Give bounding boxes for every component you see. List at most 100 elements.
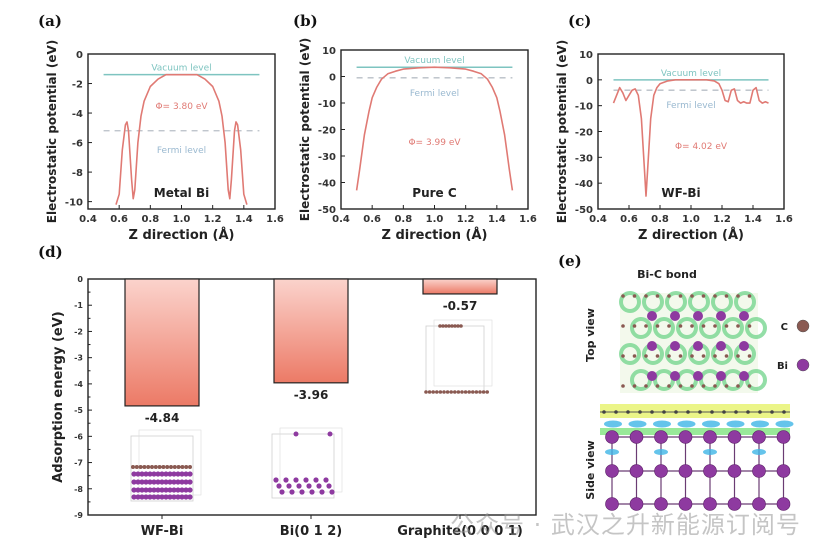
bar-y-tick-label: -3	[74, 354, 83, 363]
top-view-c-atom	[655, 354, 660, 358]
top-view-c-atom	[713, 384, 717, 388]
chart-c-x-tick-label: 0.4	[589, 214, 607, 225]
charge-density-ring	[630, 317, 652, 339]
inset-wf-bi-bi-atom	[139, 494, 145, 500]
bar-y-tick-label: -7	[74, 459, 83, 468]
inset-wf-bi-bi-atom	[151, 494, 157, 500]
side-view-charge-blue	[703, 449, 717, 455]
chart-b-material-label: Pure C	[412, 186, 457, 200]
chart-c-y-tick-label: 0	[586, 76, 593, 87]
chart-a-x-tick-label: 1.6	[266, 214, 284, 225]
inset-wf-bi-bi-atom	[187, 494, 193, 500]
chart-a-y-tick-label: 0	[76, 50, 83, 61]
top-view-c-atom	[632, 354, 637, 358]
side-view-charge-blue	[726, 420, 745, 428]
inset-bi012-bi-atom	[299, 489, 305, 495]
top-view-bi-atom	[739, 341, 749, 351]
chart-c-x-tick-label: 1.0	[682, 214, 700, 225]
side-view-bi-atom	[654, 497, 668, 511]
inset-graphite-c-atom	[478, 390, 482, 394]
side-view-bi-atom	[629, 497, 644, 511]
chart-c-x-tick-label: 1.2	[713, 214, 731, 225]
top-view-bi-atom	[647, 371, 657, 381]
chart-c-fermi-label: Fermi level	[666, 101, 715, 111]
top-view-c-atom	[632, 324, 637, 328]
inset-graphite-c-atom	[481, 390, 486, 394]
inset-wf-bi-bi-atom	[187, 479, 193, 485]
top-view-c-atom	[724, 294, 729, 298]
chart-a-x-tick-label: 0.4	[79, 214, 97, 225]
top-view-c-atom	[667, 354, 671, 358]
inset-bi012-bi-atom	[303, 477, 309, 483]
inset-bi012-bi-atom	[316, 483, 322, 489]
chart-a-y-tick-label: -10	[65, 198, 83, 209]
chart-c-y-tick-label: -40	[575, 179, 593, 190]
inset-wf-bi-bi-atom	[139, 487, 145, 493]
inset-wf-bi-bi-atom	[171, 494, 177, 500]
bar-y-tick-label: -1	[74, 301, 83, 310]
inset-wf-bi-c-atom	[165, 465, 170, 469]
side-view-c-atom	[674, 410, 678, 414]
bar-y-tick-label: -8	[74, 485, 83, 494]
top-view-c-atom	[747, 324, 752, 328]
inset-bi012-cell	[271, 433, 335, 499]
inset-graphite-c-atom	[463, 390, 468, 394]
side-view-charge-blue	[654, 449, 668, 455]
chart-c-y-tick-label: -30	[575, 153, 593, 164]
top-view-c-atom	[678, 384, 683, 388]
side-view-bi-atom	[678, 497, 693, 511]
side-view-bi-atom	[703, 497, 717, 511]
charge-density-ring	[745, 317, 767, 339]
inset-bi012-bi-atom	[309, 489, 315, 495]
charge-density-ring	[642, 291, 664, 313]
inset-wf-bi-bi-atom	[167, 494, 173, 500]
top-view-bi-atom	[670, 371, 680, 381]
chart-b-x-tick-label: 1.0	[426, 214, 444, 225]
inset-wf-bi-bi-atom	[143, 494, 149, 500]
inset-wf-bi-bi-atom	[167, 487, 173, 493]
inset-graphite-c-atom	[460, 390, 464, 394]
side-view-bi-atom	[678, 430, 693, 444]
inset-wf-bi-bi-atom	[175, 471, 181, 477]
bar-category-label: Graphite(0 0 0 1)	[397, 524, 523, 539]
chart-a-material-label: Metal Bi	[154, 186, 209, 200]
inset-graphite-c-atom	[435, 390, 439, 394]
top-view-c-atom	[644, 354, 648, 358]
panel-label-d: (d)	[38, 243, 63, 261]
top-view-c-atom	[701, 294, 706, 298]
top-view-c-atom	[644, 294, 648, 298]
side-view-bi-atom	[752, 497, 766, 511]
top-view-c-atom	[747, 294, 752, 298]
inset-wf-bi-bi-atom	[155, 494, 161, 500]
top-view-c-atom	[736, 354, 740, 358]
top-view-c-atom	[690, 384, 694, 388]
chart-a-x-tick-label: 1.4	[235, 214, 253, 225]
side-view-bi-atom	[629, 464, 644, 478]
charge-density-ring	[722, 317, 744, 339]
inset-wf-bi-bi-atom	[135, 494, 141, 500]
side-view-charge-blue	[677, 420, 696, 428]
bar-data-label: -0.57	[443, 299, 478, 313]
side-view-charge-blue	[775, 420, 794, 428]
inset-wf-bi-bi-atom	[147, 494, 153, 500]
side-view-bi-atom	[605, 430, 619, 444]
inset-graphite-c-atom	[456, 390, 461, 394]
watermark: 公众号 · 武汉之升新能源订阅号	[450, 511, 801, 539]
top-view-c-atom	[667, 294, 671, 298]
inset-bi012-bi-atom	[296, 483, 302, 489]
side-view-charge-blue	[604, 420, 622, 428]
inset-wf-bi-bi-atom	[163, 487, 169, 493]
inset-graphite-cell-back	[433, 319, 493, 387]
chart-c-y-axis-label: Electrostatic potential (eV)	[555, 40, 569, 223]
inset-graphite-c-atom	[449, 390, 454, 394]
inset-wf-bi-bi-atom	[183, 487, 189, 493]
charge-density-ring	[699, 317, 721, 339]
chart-a-x-tick-label: 0.6	[110, 214, 128, 225]
inset-wf-bi-c-atom	[169, 465, 173, 469]
panel-label-a: (a)	[38, 12, 62, 30]
top-view-c-atom	[701, 324, 706, 328]
bar-y-tick-label: -9	[74, 511, 83, 520]
inset-wf-bi-c-atom	[146, 465, 151, 469]
inset-bi012-bi-atom	[329, 489, 335, 495]
chart-c-y-tick-label: -10	[575, 102, 593, 113]
